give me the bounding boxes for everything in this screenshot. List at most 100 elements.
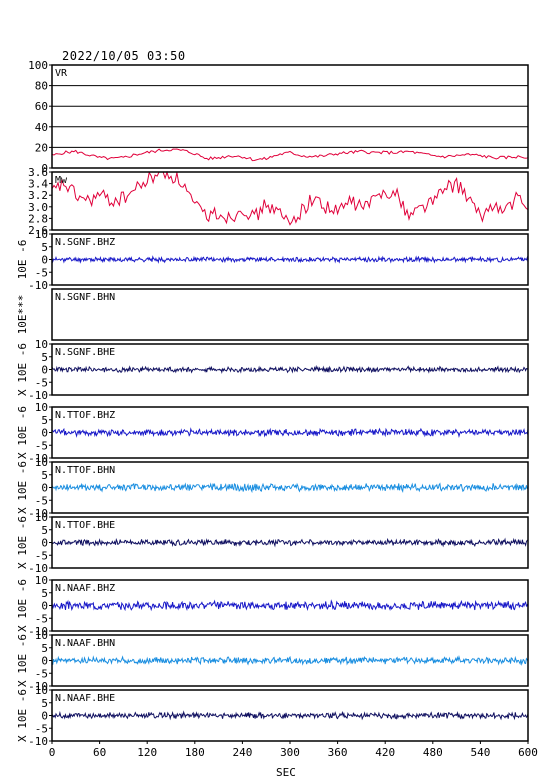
y-tick-label: -5 bbox=[35, 549, 48, 562]
panel-frame-n-sgnf-bhe bbox=[51, 343, 529, 396]
y-axis-title: X 10E -6 bbox=[16, 634, 29, 687]
y-tick-label: 0 bbox=[41, 254, 48, 267]
x-tick-label: 480 bbox=[423, 746, 443, 759]
y-tick-label: -5 bbox=[35, 494, 48, 507]
x-tick-label: 180 bbox=[185, 746, 205, 759]
panel-frame-n-sgnf-bhn bbox=[51, 288, 529, 341]
y-tick-label: 10 bbox=[35, 228, 48, 241]
y-tick-label: 2.6 bbox=[28, 224, 48, 237]
y-tick-label: 5 bbox=[41, 469, 48, 482]
panel-frame-n-ttof-bhe bbox=[51, 516, 529, 569]
y-tick-label: 10 bbox=[35, 456, 48, 469]
panel-frame-n-naaf-bhn bbox=[51, 634, 529, 687]
y-tick-label: 5 bbox=[41, 697, 48, 710]
panel-frame-n-ttof-bhn bbox=[51, 461, 529, 514]
x-tick-label: 300 bbox=[280, 746, 300, 759]
y-tick-label: -10 bbox=[28, 452, 48, 465]
panel-label-mw: Mw bbox=[55, 175, 68, 186]
y-tick-label: 5 bbox=[41, 524, 48, 537]
y-tick-label: -10 bbox=[28, 279, 48, 292]
x-axis-label: SEC bbox=[276, 766, 296, 779]
series-line-mw bbox=[51, 170, 529, 226]
y-axis-title: X 10E -6 bbox=[16, 461, 29, 514]
y-tick-label: -10 bbox=[28, 562, 48, 575]
y-tick-label: -5 bbox=[35, 266, 48, 279]
y-tick-label: 3.6 bbox=[28, 166, 48, 179]
y-tick-label: -10 bbox=[28, 680, 48, 693]
y-axis-title: X 10E -6 bbox=[16, 406, 29, 459]
panel-frame-n-sgnf-bhz bbox=[51, 233, 529, 286]
y-tick-label: -5 bbox=[35, 722, 48, 735]
panel-label-n-sgnf-bhe: N.SGNF.BHE bbox=[55, 347, 115, 358]
series-line-n-ttof-bhz bbox=[51, 427, 529, 439]
x-tick-label: 60 bbox=[93, 746, 106, 759]
y-tick-label: 0 bbox=[41, 537, 48, 550]
y-tick-label: 5 bbox=[41, 414, 48, 427]
y-tick-label: -10 bbox=[28, 389, 48, 402]
panel-label-n-sgnf-bhz: N.SGNF.BHZ bbox=[55, 237, 115, 248]
series-line-n-ttof-bhn bbox=[51, 482, 528, 494]
series-line-n-sgnf-bhz bbox=[51, 255, 529, 264]
series-line-n-naaf-bhe bbox=[51, 710, 529, 721]
y-tick-label: 5 bbox=[41, 351, 48, 364]
y-tick-label: -5 bbox=[35, 439, 48, 452]
y-tick-label: 5 bbox=[41, 642, 48, 655]
y-tick-label: -5 bbox=[35, 376, 48, 389]
y-tick-label: 2.8 bbox=[28, 212, 48, 225]
panel-label-n-sgnf-bhn: N.SGNF.BHN bbox=[55, 292, 115, 303]
panel-label-n-naaf-bhe: N.NAAF.BHE bbox=[55, 693, 115, 704]
y-tick-label: 0 bbox=[41, 655, 48, 668]
y-tick-label: 10 bbox=[35, 629, 48, 642]
y-tick-label: 10 bbox=[35, 511, 48, 524]
panel-frame-n-naaf-bhz bbox=[51, 579, 529, 632]
x-tick-label: 0 bbox=[49, 746, 56, 759]
x-tick-label: 600 bbox=[518, 746, 538, 759]
series-line-n-naaf-bhz bbox=[51, 599, 529, 612]
panel-frame-vr bbox=[51, 64, 529, 169]
panel-frame-mw bbox=[51, 171, 529, 231]
y-tick-label: 10 bbox=[35, 338, 48, 351]
y-axis-title: X 10E -6 bbox=[16, 579, 29, 632]
y-tick-label: -5 bbox=[35, 667, 48, 680]
y-tick-label: -10 bbox=[28, 507, 48, 520]
y-tick-label: 3.2 bbox=[28, 189, 48, 202]
panel-label-vr: VR bbox=[55, 68, 68, 79]
y-axis-title: X 10E -6 bbox=[16, 689, 29, 742]
panel-frame-n-ttof-bhz bbox=[51, 406, 529, 459]
y-tick-label: 10 bbox=[35, 684, 48, 697]
y-tick-label: 20 bbox=[35, 141, 48, 154]
y-axis-title: X 10E -6 bbox=[16, 516, 29, 569]
y-tick-label: 10 bbox=[35, 401, 48, 414]
y-tick-label: 5 bbox=[41, 241, 48, 254]
y-tick-label: -10 bbox=[28, 625, 48, 638]
x-tick-label: 240 bbox=[232, 746, 252, 759]
y-tick-label: -10 bbox=[28, 735, 48, 748]
y-tick-label: 3.0 bbox=[28, 201, 48, 214]
y-tick-label: -5 bbox=[35, 612, 48, 625]
x-tick-label: 420 bbox=[375, 746, 395, 759]
panel-label-n-ttof-bhn: N.TTOF.BHN bbox=[55, 465, 115, 476]
y-axis-title: 10E -6 bbox=[16, 240, 29, 280]
y-tick-label: 10 bbox=[35, 574, 48, 587]
panel-label-n-naaf-bhz: N.NAAF.BHZ bbox=[55, 583, 115, 594]
y-tick-label: 0 bbox=[41, 364, 48, 377]
series-line-n-naaf-bhn bbox=[51, 655, 529, 666]
panel-label-n-ttof-bhz: N.TTOF.BHZ bbox=[55, 410, 115, 421]
y-tick-label: 5 bbox=[41, 587, 48, 600]
y-tick-label: 80 bbox=[35, 80, 48, 93]
date-title: 2022/10/05 03:50 bbox=[62, 49, 186, 63]
panel-label-n-naaf-bhn: N.NAAF.BHN bbox=[55, 638, 115, 649]
x-tick-label: 540 bbox=[470, 746, 490, 759]
series-line-n-sgnf-bhe bbox=[51, 364, 529, 375]
y-tick-label: 3.4 bbox=[28, 178, 48, 191]
y-tick-label: 0 bbox=[41, 162, 48, 175]
series-line-n-ttof-bhe bbox=[51, 537, 529, 548]
y-axis-title: X 10E -6 bbox=[16, 343, 29, 396]
y-tick-label: 0 bbox=[41, 600, 48, 613]
y-tick-label: 0 bbox=[41, 710, 48, 723]
y-tick-label: 0 bbox=[41, 482, 48, 495]
panel-label-n-ttof-bhe: N.TTOF.BHE bbox=[55, 520, 115, 531]
y-axis-title: 10E*** bbox=[16, 295, 29, 335]
x-tick-label: 360 bbox=[328, 746, 348, 759]
